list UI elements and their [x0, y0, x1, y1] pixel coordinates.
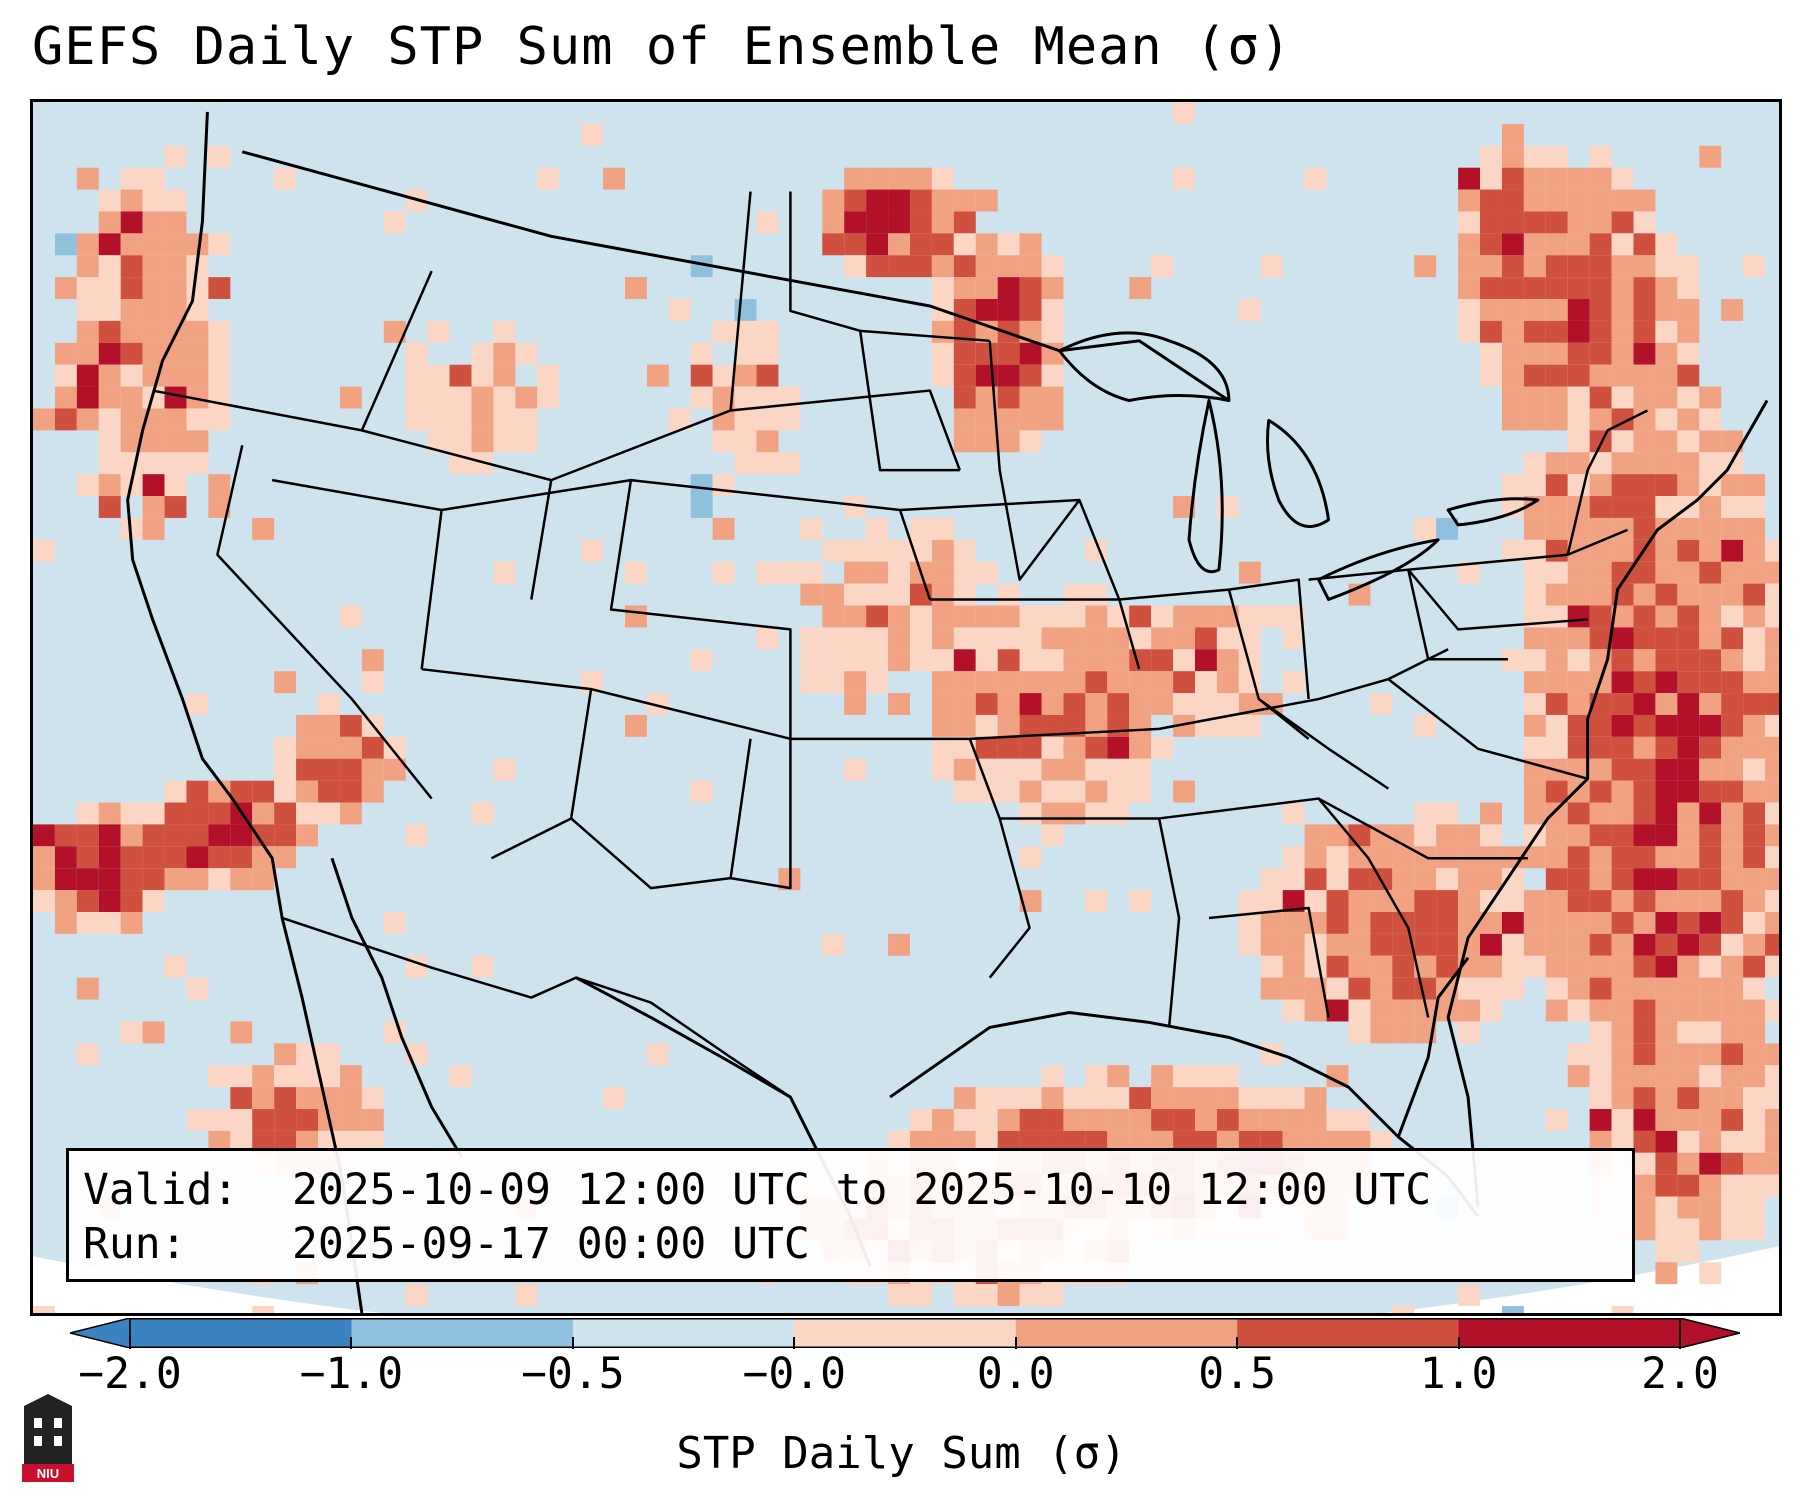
colorbar-segment [572, 1318, 795, 1348]
colorbar-tick-mark [793, 1337, 796, 1349]
colorbar-tick-label: 1.0 [1419, 1349, 1498, 1399]
colorbar-segment [351, 1318, 574, 1348]
east-coastline [1446, 399, 1769, 1207]
boundaries [126, 111, 1769, 1313]
stp-anomaly-field [33, 102, 1779, 1313]
colorbar-tick-label: −2.0 [78, 1349, 182, 1399]
colorbar-tick-mark [1236, 1337, 1239, 1349]
colorbar-tick-label: −1.0 [299, 1349, 404, 1399]
colorbar-tick-mark [350, 1337, 353, 1349]
valid-value: 2025-10-09 12:00 UTC to 2025-10-10 12:00… [292, 1165, 1432, 1215]
baja-peninsula [330, 857, 463, 1158]
map-panel [30, 99, 1782, 1316]
colorbar-tick-mark [129, 1337, 131, 1349]
west-coastline [126, 111, 364, 1313]
colorbar-tick-mark [1014, 1337, 1017, 1349]
colorbar-tick-mark [1679, 1337, 1681, 1349]
colorbar-gradient [70, 1318, 1740, 1348]
run-value: 2025-09-17 00:00 UTC [292, 1219, 810, 1269]
niu-tower-logo-icon: NIU [22, 1394, 74, 1482]
run-key: Run: [83, 1219, 187, 1269]
mexico-border [281, 916, 792, 1099]
colorbar-ticks: −2.0 −1.0 −0.5 −0.0 0.0 0.5 1.0 2.0 [0, 1337, 1803, 1409]
state-lines [152, 191, 1649, 1028]
lake-superior [1057, 331, 1231, 403]
lake-ontario [1446, 497, 1540, 527]
colorbar-tick-mark [571, 1337, 574, 1349]
colorbar-segment [1015, 1318, 1238, 1348]
colorbar-tick-label: 0.5 [1198, 1349, 1276, 1399]
valid-key: Valid: [83, 1165, 239, 1215]
valid-run-info: Valid: 2025-10-09 12:00 UTC to 2025-10-10… [66, 1148, 1635, 1282]
colorbar-segment [130, 1318, 352, 1348]
colorbar-segment [794, 1318, 1017, 1348]
logo-text: NIU [37, 1466, 59, 1481]
colorbar-tick-mark [1457, 1337, 1460, 1349]
colorbar-tick-label: 2.0 [1641, 1349, 1719, 1399]
colorbar-segment [1458, 1318, 1681, 1348]
canada-border [241, 150, 1230, 402]
colorbar-segment [1237, 1318, 1460, 1348]
lake-huron [1266, 418, 1331, 529]
map-title: GEFS Daily STP Sum of Ensemble Mean (σ) [32, 17, 1292, 77]
colorbar [70, 1318, 1740, 1348]
lake-michigan [1187, 399, 1224, 574]
colorbar-tick-label: 0.0 [976, 1349, 1055, 1399]
colorbar-extend-low [70, 1318, 131, 1348]
lake-erie [1317, 538, 1440, 602]
conus-map [33, 102, 1779, 1313]
colorbar-label: STP Daily Sum (σ) [676, 1428, 1127, 1479]
florida [1396, 956, 1470, 1138]
colorbar-extend-high [1679, 1318, 1740, 1348]
colorbar-tick-label: −0.5 [521, 1349, 625, 1399]
colorbar-tick-label: −0.0 [742, 1349, 847, 1399]
